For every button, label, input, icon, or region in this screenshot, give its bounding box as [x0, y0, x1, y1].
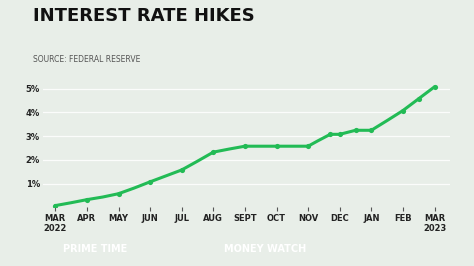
Point: [115, 192, 122, 196]
Text: PRIME TIME: PRIME TIME: [63, 244, 127, 254]
Point: [83, 198, 91, 202]
Point: [399, 109, 407, 113]
Point: [241, 144, 249, 148]
Text: INTEREST RATE HIKES: INTEREST RATE HIKES: [33, 7, 255, 25]
Point: [273, 144, 280, 148]
Point: [367, 128, 375, 132]
Text: SOURCE: FEDERAL RESERVE: SOURCE: FEDERAL RESERVE: [33, 55, 141, 64]
Point: [336, 132, 344, 136]
Text: MONEY WATCH: MONEY WATCH: [224, 244, 307, 254]
Point: [415, 97, 422, 101]
Point: [52, 203, 59, 208]
Point: [146, 180, 154, 184]
Point: [210, 150, 217, 154]
Point: [304, 144, 312, 148]
Point: [352, 128, 359, 132]
Point: [327, 132, 334, 136]
Point: [431, 85, 438, 89]
Point: [178, 168, 185, 172]
